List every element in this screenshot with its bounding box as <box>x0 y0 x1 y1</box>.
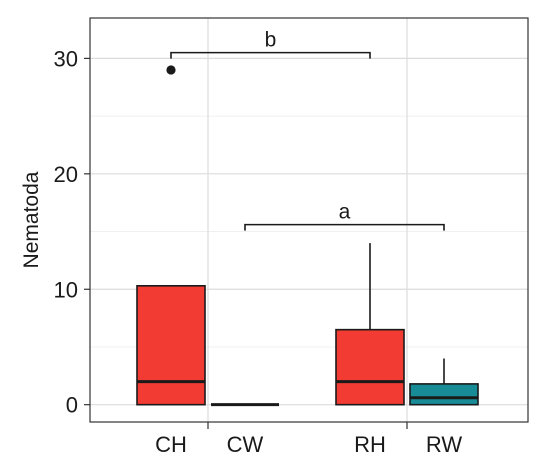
x-category-label: RW <box>426 432 462 457</box>
x-category-label: CH <box>155 432 187 457</box>
y-tick-label: 30 <box>54 46 78 71</box>
outlier-point <box>166 65 176 75</box>
y-tick-label: 0 <box>66 393 78 418</box>
bracket-line <box>170 51 371 59</box>
y-axis-title: Nematoda <box>20 171 43 268</box>
plot-panel-border <box>89 17 529 423</box>
significance-brackets: ba <box>170 29 445 231</box>
axes: 0 10 20 30 CH CW RH RW <box>54 46 463 457</box>
box-ch <box>136 284 206 406</box>
y-tick-label: 20 <box>54 162 78 187</box>
x-category-label: CW <box>227 432 264 457</box>
bracket-label: b <box>265 29 277 52</box>
y-tick-label: 10 <box>54 277 78 302</box>
box-rh <box>335 328 405 406</box>
box-rw <box>409 383 479 406</box>
box-marks <box>136 65 479 407</box>
x-category-label: RH <box>354 432 386 457</box>
bracket-label: a <box>339 201 351 224</box>
bracket-line <box>244 223 445 231</box>
